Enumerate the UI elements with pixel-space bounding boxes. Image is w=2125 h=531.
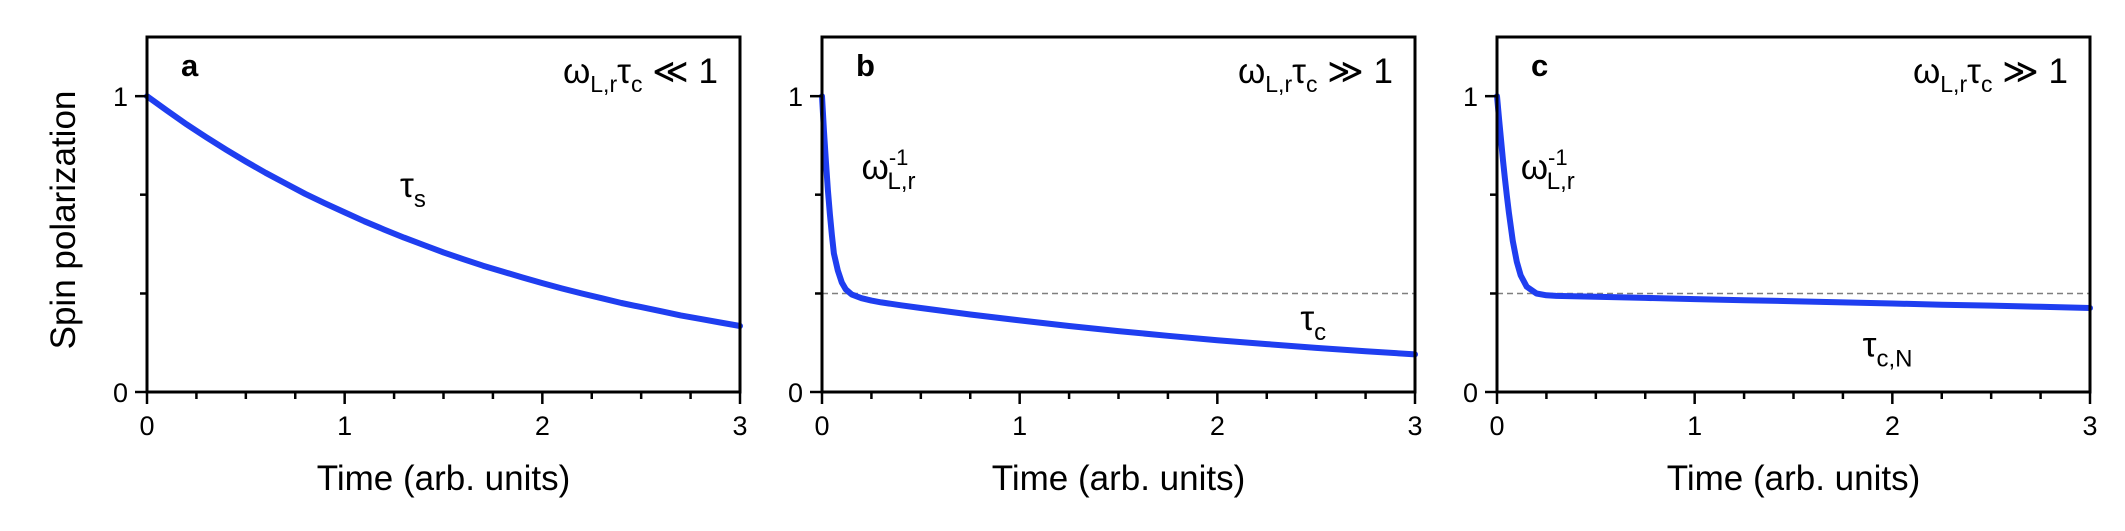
x-tick-label: 3 (732, 411, 747, 441)
annotation-subscript: s (414, 186, 426, 213)
curve-annotation: τc,N (1863, 326, 1913, 373)
x-tick-label: 2 (1210, 411, 1225, 441)
annotation-subscript: L,r (888, 168, 916, 195)
annotation-subscript: c (1314, 319, 1326, 346)
regime-tau: τ (617, 52, 631, 91)
regime-omega-subscript: L,r (1265, 71, 1292, 97)
annotation-symbol: τ (1863, 326, 1877, 365)
y-tick-label: 1 (1463, 82, 1478, 112)
y-tick-label: 1 (113, 82, 128, 112)
x-tick-label: 0 (139, 411, 154, 441)
x-tick-label: 3 (2082, 411, 2097, 441)
y-tick-label: 1 (788, 82, 803, 112)
x-tick-label: 3 (1407, 411, 1422, 441)
panel-label: a (181, 48, 199, 83)
x-tick-label: 1 (1012, 411, 1027, 441)
x-tick-label: 0 (1489, 411, 1504, 441)
regime-tau-subscript: c (1306, 71, 1318, 97)
regime-omega: ω (1913, 52, 1940, 91)
regime-omega-subscript: L,r (1940, 71, 1967, 97)
regime-omega-subscript: L,r (590, 71, 617, 97)
annotation-symbol: ω (1521, 148, 1548, 187)
x-tick-label: 2 (1885, 411, 1900, 441)
panel-label: b (856, 48, 875, 83)
x-tick-label: 1 (337, 411, 352, 441)
curve-annotation: ω-1 L,r (1521, 145, 1575, 195)
x-axis-title: Time (arb. units) (317, 459, 570, 498)
regime-tau: τ (1292, 52, 1306, 91)
curve-annotation: τs (400, 166, 426, 213)
annotation-superscript: -1 (889, 145, 909, 170)
annotation-symbol: τ (1300, 299, 1314, 338)
y-tick-label: 0 (113, 378, 128, 408)
series-line (819, 93, 1418, 358)
series-line (1494, 93, 2093, 311)
annotation-subscript: c,N (1877, 346, 1913, 373)
x-axis-title: Time (arb. units) (1667, 459, 1920, 498)
regime-relation: ≪ 1 (642, 52, 718, 91)
regime-tau-subscript: c (631, 71, 643, 97)
y-axis-title: Spin polarization (44, 91, 83, 350)
x-axis-title: Time (arb. units) (992, 459, 1245, 498)
regime-label: ωL,rτc ≫ 1 (1238, 52, 1393, 97)
panel-label: c (1531, 48, 1548, 83)
y-tick-label: 0 (788, 378, 803, 408)
x-tick-label: 2 (535, 411, 550, 441)
curve-annotation: ω-1 L,r (862, 145, 916, 195)
annotation-superscript: -1 (1548, 145, 1568, 170)
x-tick-label: 1 (1687, 411, 1702, 441)
annotation-subscript: L,r (1547, 168, 1575, 195)
annotation-symbol: τ (400, 166, 414, 205)
regime-relation: ≫ 1 (1317, 52, 1393, 91)
regime-tau-subscript: c (1981, 71, 1993, 97)
x-tick-label: 0 (814, 411, 829, 441)
regime-omega: ω (563, 52, 590, 91)
regime-omega: ω (1238, 52, 1265, 91)
annotation-symbol: ω (862, 148, 889, 187)
regime-label: ωL,rτc ≪ 1 (563, 52, 718, 97)
regime-tau: τ (1967, 52, 1981, 91)
regime-relation: ≫ 1 (1992, 52, 2068, 91)
curve-annotation: τc (1300, 299, 1326, 346)
y-tick-label: 0 (1463, 378, 1478, 408)
series-line (144, 93, 743, 329)
regime-label: ωL,rτc ≫ 1 (1913, 52, 2068, 97)
